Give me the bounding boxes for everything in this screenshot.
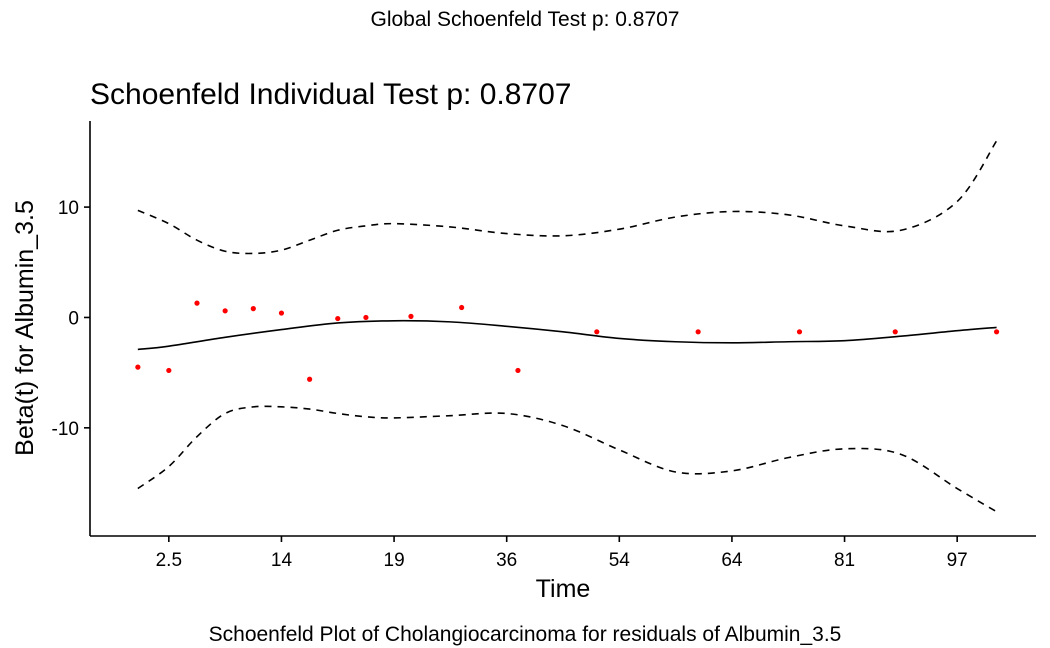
lower-curve: [137, 405, 997, 513]
residual-point: [796, 329, 803, 335]
plot-caption: Schoenfeld Plot of Cholangiocarcinoma fo…: [209, 623, 842, 646]
x-tick-label: 19: [384, 550, 405, 571]
x-tick-label: 81: [834, 550, 855, 571]
x-axis-label: Time: [536, 575, 591, 603]
x-tick-label: 64: [721, 550, 743, 571]
individual-test-title: Schoenfeld Individual Test p: 0.8707: [90, 78, 571, 111]
plot-area: [135, 140, 1000, 513]
residual-point: [363, 314, 369, 321]
x-tick-label: 14: [271, 550, 293, 571]
residual-point: [892, 329, 898, 335]
residual-point: [335, 315, 341, 322]
fit-curve: [137, 319, 997, 351]
residual-point: [222, 308, 228, 314]
residual-point: [135, 364, 141, 370]
x-tick-label: 54: [609, 550, 631, 571]
residual-point: [408, 313, 414, 319]
residual-point: [695, 329, 701, 335]
residual-point: [194, 300, 200, 306]
residual-point: [993, 329, 1000, 335]
y-axis-ticks: 10 0 -10: [52, 198, 90, 440]
global-test-title: Global Schoenfeld Test p: 0.8707: [370, 8, 679, 31]
residual-point: [278, 310, 285, 316]
y-axis-label: Beta(t) for Albumin_3.5: [11, 200, 39, 456]
x-tick-label: 97: [947, 550, 968, 571]
y-tick-label: 10: [58, 198, 79, 219]
x-tick-label: 36: [496, 550, 517, 571]
residual-point: [307, 376, 313, 382]
residual-point: [459, 304, 465, 311]
residual-point: [515, 367, 521, 374]
residual-point: [250, 306, 256, 312]
x-tick-label: 2.5: [156, 550, 182, 571]
upper-curve: [137, 140, 998, 255]
y-tick-label: 0: [68, 308, 79, 329]
x-axis-ticks: 2.5 14 19 36 54 64 81 97: [156, 536, 968, 571]
residual-point: [594, 329, 600, 335]
residual-point: [166, 367, 172, 374]
y-tick-label: -10: [52, 419, 79, 440]
